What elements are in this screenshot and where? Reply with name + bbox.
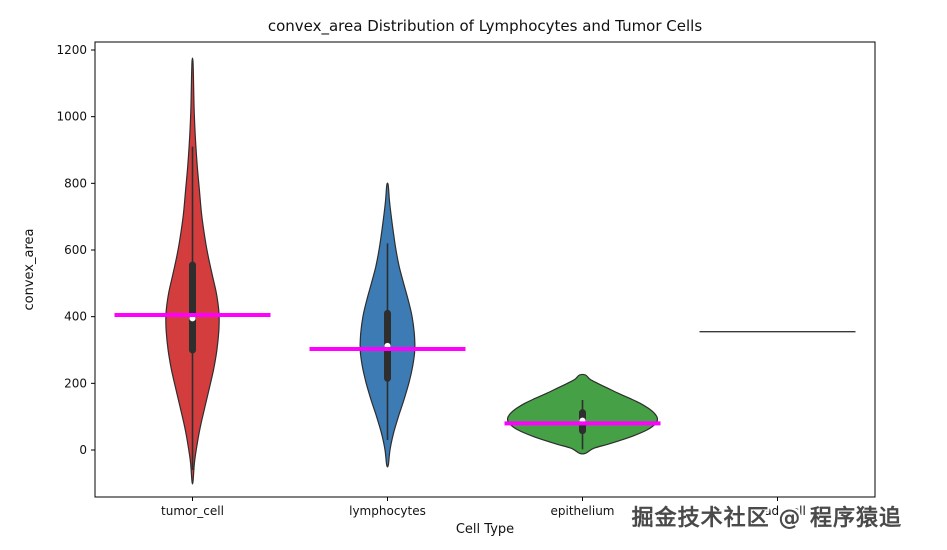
y-tick-label: 1200 xyxy=(56,43,87,57)
y-tick-label: 600 xyxy=(64,243,87,257)
x-tick-label: lymphocytes xyxy=(349,504,426,518)
y-tick-label: 0 xyxy=(79,443,87,457)
y-axis-label: convex_area xyxy=(22,229,37,311)
y-tick-label: 400 xyxy=(64,310,87,324)
y-tick-label: 800 xyxy=(64,176,87,190)
plot-background xyxy=(95,42,875,497)
watermark: 掘金技术社区 @ 程序猿追 xyxy=(631,506,902,531)
axes-frame xyxy=(94,41,876,498)
x-axis-label: Cell Type xyxy=(455,522,515,537)
x-tick-label: epithelium xyxy=(551,504,615,518)
y-tick-label: 200 xyxy=(64,376,87,390)
chart-title: convex_area Distribution of Lymphocytes … xyxy=(267,17,703,35)
x-tick-label: dead_cell xyxy=(749,504,806,518)
x-tick-label: tumor_cell xyxy=(161,504,224,518)
y-tick-label: 1000 xyxy=(56,110,87,124)
